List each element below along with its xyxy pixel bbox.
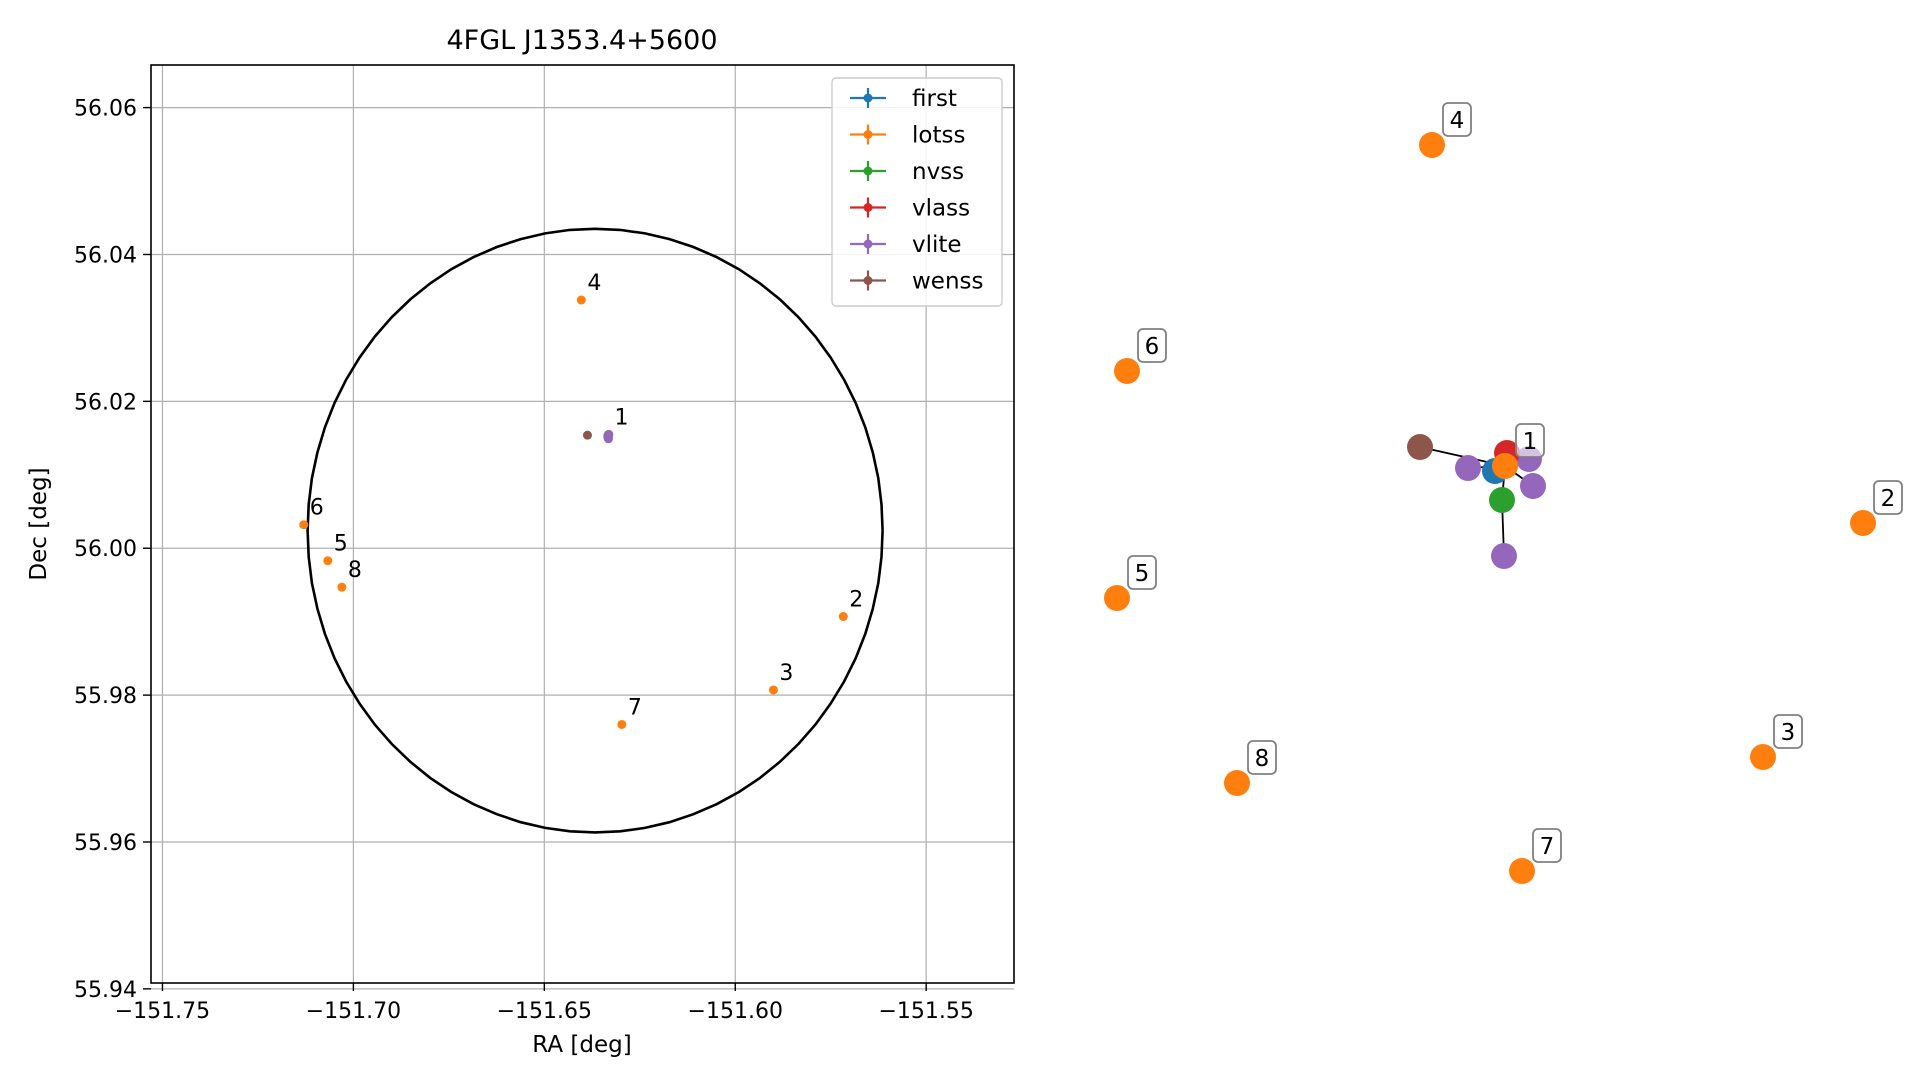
lotss-point (576, 295, 586, 305)
point-label: 4 (587, 271, 601, 296)
network-nodes (1104, 132, 1876, 884)
label-box (1137, 328, 1167, 363)
x-tick-label: −151.75 (115, 999, 210, 1024)
x-axis-label: RA [deg] (532, 1032, 631, 1058)
data-points (299, 295, 848, 729)
point-labels: 1 2 3 4 56 7 8 (310, 271, 864, 720)
network-node-label: 4 (1442, 102, 1472, 137)
y-tick-label: 56.04 (74, 243, 137, 268)
label-box (1532, 828, 1562, 863)
label-box (1773, 714, 1803, 749)
label-box (1515, 423, 1545, 458)
y-tick-label: 56.02 (74, 390, 137, 415)
vlite-point (603, 434, 613, 444)
network-node-lotss-8 (1224, 770, 1250, 796)
label-text: 3 (1781, 720, 1796, 746)
legend-item-wenss: wenss (850, 269, 984, 295)
axes-frame (150, 64, 1015, 984)
network-node-wenss (1407, 434, 1433, 460)
x-tick-label: −151.65 (497, 999, 592, 1024)
network-node-labels: 4 6 5 8 7 3 2 1 (1127, 102, 1903, 863)
network-node-label: 7 (1532, 828, 1562, 863)
point-label: 8 (348, 558, 362, 583)
legend-label: first (912, 86, 957, 112)
legend-label: nvss (912, 159, 964, 185)
legend-label: wenss (912, 269, 984, 295)
legend-marker-dot (863, 166, 873, 176)
point-label: 1 (614, 405, 628, 430)
network-node-label: 6 (1137, 328, 1167, 363)
point-label: 3 (779, 661, 793, 686)
legend: first lotss nvss vlass vlite wenss (831, 77, 1003, 307)
y-tick-label: 56.06 (74, 97, 137, 122)
localization-circle (306, 227, 884, 834)
point-label: 2 (849, 588, 863, 613)
legend-marker-dot (863, 276, 873, 285)
label-box (1127, 555, 1157, 590)
y-tick-label: 55.96 (74, 831, 137, 856)
network-node-lotss-6 (1114, 358, 1140, 384)
lotss-point (337, 582, 347, 592)
label-box (1247, 740, 1277, 775)
network-node-vlite-a (1455, 455, 1481, 481)
label-text: 2 (1881, 486, 1896, 512)
legend-item-vlass: vlass (850, 196, 970, 222)
network-node-label: 5 (1127, 555, 1157, 590)
label-text: 8 (1255, 746, 1270, 772)
network-node-label: 8 (1247, 740, 1277, 775)
network-node-label: 2 (1873, 480, 1903, 515)
label-text: 4 (1450, 108, 1465, 134)
network-node-lotss-3 (1750, 744, 1776, 770)
lotss-point (323, 556, 333, 566)
lotss-point (617, 719, 627, 729)
x-tick-label: −151.55 (878, 999, 973, 1024)
legend-label: vlass (912, 196, 970, 222)
point-label: 6 (310, 496, 324, 521)
legend-item-lotss: lotss (850, 123, 965, 149)
legend-marker-dot (863, 203, 873, 212)
network-node-vlite-c (1520, 473, 1546, 499)
x-tick-label: −151.60 (688, 999, 783, 1024)
legend-item-nvss: nvss (850, 159, 964, 185)
point-label: 5 (334, 532, 348, 557)
lotss-point (768, 685, 778, 695)
legend-item-vlite: vlite (850, 232, 962, 258)
chart-title: 4FGL J1353.4+5600 (446, 25, 717, 56)
label-text: 5 (1135, 561, 1150, 587)
label-box (1442, 102, 1472, 137)
axis-ticks: −151.75 −151.70 −151.65 −151.60 −151.55 55.94… (74, 97, 974, 1024)
wenss-point (582, 430, 592, 440)
network-node-label: 3 (1773, 714, 1803, 749)
network-node-lotss-7 (1509, 858, 1535, 884)
y-tick-label: 55.98 (74, 684, 137, 709)
y-tick-label: 55.94 (74, 978, 137, 1003)
legend-label: vlite (912, 232, 962, 258)
y-tick-label: 56.00 (74, 537, 137, 562)
legend-marker-dot (863, 93, 873, 103)
point-label: 7 (628, 695, 642, 720)
network-node-vlite-d (1491, 543, 1517, 569)
legend-marker-dot (863, 130, 873, 139)
network-panel: 4 6 5 8 7 3 2 1 (1104, 102, 1903, 884)
label-text: 1 (1523, 429, 1538, 455)
label-box (1873, 480, 1903, 515)
error-circle-layer (306, 227, 884, 834)
label-text: 7 (1540, 834, 1555, 860)
legend-marker-dot (863, 239, 873, 249)
label-text: 6 (1145, 334, 1160, 360)
legend-item-first: first (850, 86, 957, 112)
lotss-point (838, 612, 848, 622)
network-node-lotss-1 (1492, 453, 1518, 479)
network-node-lotss-2 (1850, 510, 1876, 536)
network-node-nvss (1489, 487, 1515, 513)
network-node-lotss-4 (1419, 132, 1445, 158)
network-node-lotss-5 (1104, 585, 1130, 611)
network-node-label: 1 (1515, 423, 1545, 458)
y-axis-label: Dec [deg] (26, 467, 52, 580)
x-tick-label: −151.70 (306, 999, 401, 1024)
lotss-point (299, 520, 309, 530)
legend-label: lotss (912, 123, 965, 149)
